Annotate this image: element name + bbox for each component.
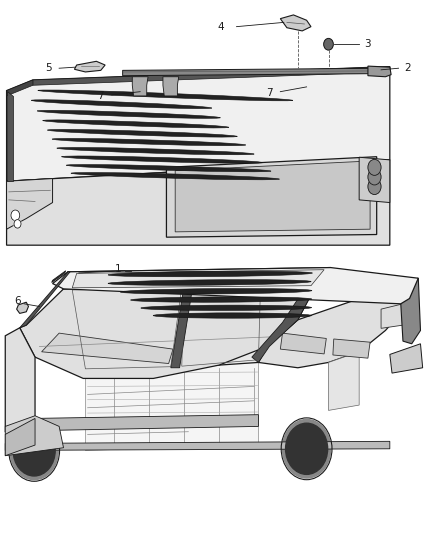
Polygon shape [74,61,105,72]
Polygon shape [280,333,326,354]
Polygon shape [53,268,418,304]
Circle shape [10,421,58,480]
Circle shape [14,220,21,228]
Circle shape [11,210,20,221]
Circle shape [368,160,381,175]
Text: 2: 2 [404,63,411,73]
Ellipse shape [120,288,312,294]
Polygon shape [7,80,33,96]
Polygon shape [132,77,148,96]
Polygon shape [401,278,420,344]
Polygon shape [35,415,258,431]
Polygon shape [42,333,173,364]
Polygon shape [368,66,391,77]
Polygon shape [52,271,66,282]
Polygon shape [381,304,403,328]
Circle shape [324,39,333,50]
Polygon shape [20,287,315,378]
Text: 5: 5 [45,63,52,73]
Polygon shape [123,68,385,76]
Polygon shape [5,418,35,456]
Polygon shape [252,286,315,362]
Ellipse shape [57,148,254,155]
Ellipse shape [153,313,311,318]
Polygon shape [171,287,193,368]
Ellipse shape [47,130,237,137]
Ellipse shape [52,139,246,146]
Ellipse shape [38,90,293,101]
Ellipse shape [42,120,229,128]
Polygon shape [5,441,390,450]
Polygon shape [20,272,70,328]
Polygon shape [258,278,418,368]
Polygon shape [333,339,370,358]
Polygon shape [7,179,53,229]
Text: 7: 7 [266,88,273,98]
Polygon shape [280,15,311,31]
Polygon shape [163,77,179,96]
Polygon shape [359,157,390,203]
Polygon shape [33,67,390,85]
Text: 3: 3 [364,39,371,49]
Polygon shape [5,416,64,456]
Circle shape [13,425,55,476]
Polygon shape [17,302,28,313]
Text: 4: 4 [218,22,225,31]
Ellipse shape [66,165,271,172]
Text: 6: 6 [14,296,21,306]
Ellipse shape [131,297,312,302]
Circle shape [286,423,328,474]
Polygon shape [7,160,390,245]
Text: 1: 1 [115,264,122,274]
Ellipse shape [141,305,311,311]
Polygon shape [328,352,359,410]
Ellipse shape [37,110,220,118]
Ellipse shape [71,173,279,180]
Polygon shape [72,270,324,288]
Polygon shape [5,328,35,434]
Text: 7: 7 [97,91,104,101]
Ellipse shape [108,271,312,277]
Polygon shape [7,91,13,181]
Polygon shape [64,268,331,289]
Polygon shape [7,67,390,181]
Polygon shape [35,289,267,368]
Polygon shape [166,157,377,237]
Polygon shape [85,361,258,450]
Ellipse shape [61,156,263,163]
Ellipse shape [31,100,212,109]
Circle shape [368,179,381,194]
Polygon shape [390,344,423,373]
Circle shape [368,169,381,184]
Polygon shape [175,161,370,232]
Ellipse shape [108,280,311,285]
Circle shape [283,419,331,478]
